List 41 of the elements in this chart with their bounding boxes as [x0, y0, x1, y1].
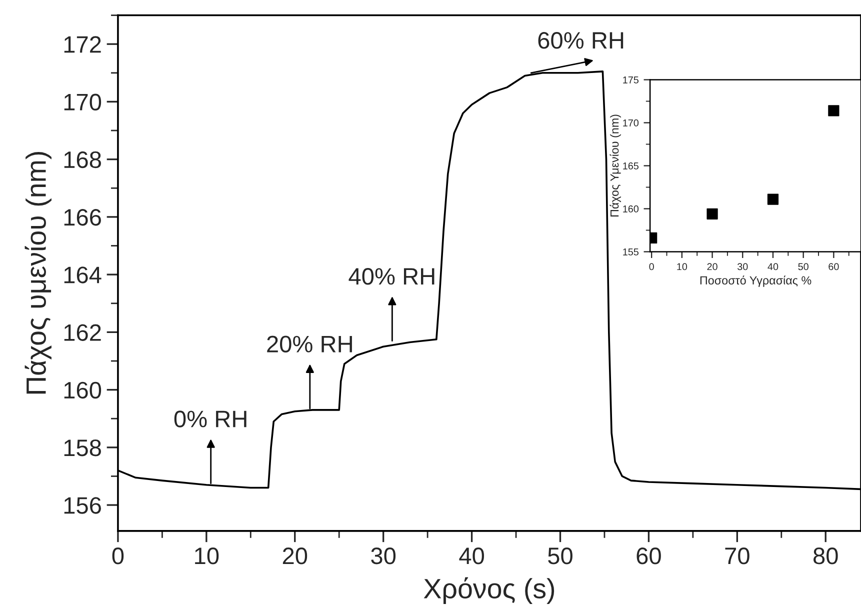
y-tick-label: 168 [64, 151, 101, 168]
y-tick-label: 172 [64, 36, 101, 53]
point [706, 208, 718, 220]
x-tick-label: 80 [814, 548, 838, 564]
y-tick-label: 155 [623, 248, 638, 256]
x-tick-label: 10 [195, 548, 219, 564]
y-tick-label: 175 [623, 76, 638, 84]
y-tick-label: 170 [623, 119, 639, 126]
x-tick-label: 30 [737, 263, 748, 270]
x-tick-label: 20 [707, 263, 718, 270]
x-tick-label: 20 [282, 548, 308, 564]
y-tick-label: 158 [64, 439, 101, 456]
x-tick-label: 40 [768, 263, 778, 270]
x-tick-label: 30 [371, 548, 396, 564]
x-tick-label: 60 [636, 548, 661, 564]
x-tick-label: 70 [725, 548, 750, 564]
x-tick-label: 50 [548, 548, 572, 564]
y-tick-label: 164 [64, 266, 102, 284]
y-tick-label: 156 [64, 497, 101, 514]
y-tick-label: 160 [623, 205, 639, 212]
y-tick-label: 160 [64, 382, 102, 399]
x-tick-label: 50 [798, 263, 808, 270]
x-tick-label: 0 [649, 263, 654, 270]
annotation: 20% RH [267, 336, 352, 352]
x-tick-label: 40 [459, 548, 484, 564]
y-tick-label: 162 [64, 324, 101, 341]
y-tick-label: 165 [623, 162, 638, 170]
annotation: 0% RH [174, 410, 246, 428]
y-tick-label: 166 [64, 209, 101, 226]
point [828, 105, 840, 116]
annotation: 60% RH [538, 32, 624, 49]
annotation: 40% RH [348, 268, 434, 285]
x-axis-title: Ποσοστό Υγρασίας % [700, 276, 812, 287]
x-axis-title: Χρόνος (s) [424, 577, 554, 604]
x-tick-label: 10 [677, 263, 688, 270]
x-tick-label: 60 [828, 263, 839, 270]
y-axis-title: Πάχος Υμενίου (nm) [610, 114, 621, 217]
y-tick-label: 170 [64, 94, 102, 110]
y-axis-title: Πάχος υμενίου (nm) [24, 152, 52, 394]
x-tick-label: 0 [112, 548, 124, 564]
point [767, 194, 779, 205]
